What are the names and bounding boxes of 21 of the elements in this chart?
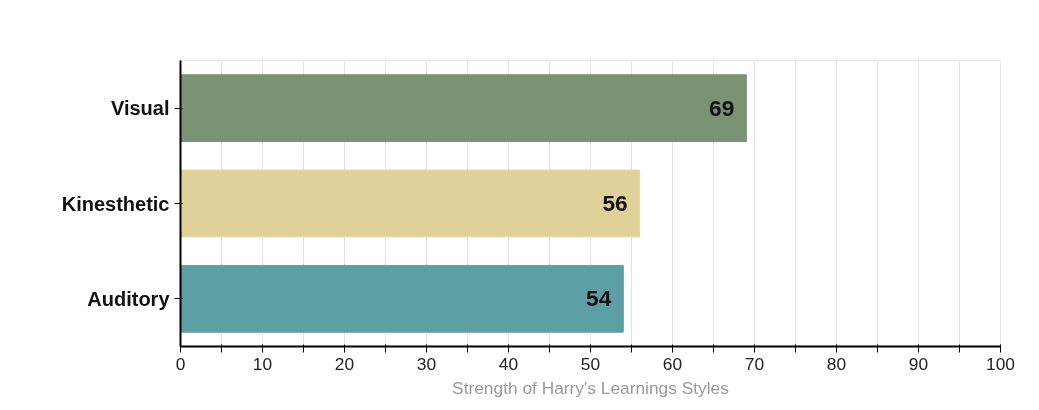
x-tick-label: 30 (416, 353, 437, 374)
x-tick-label: 50 (580, 353, 601, 374)
y-tick-label: Kinesthetic (61, 192, 170, 215)
x-tick-label: 10 (252, 353, 273, 374)
x-tick-label: 90 (908, 353, 929, 374)
x-tick-label: 60 (662, 353, 683, 374)
bar (180, 264, 624, 333)
bar (180, 169, 641, 238)
data-label: 54 (586, 285, 612, 312)
x-tick-label: 100 (986, 353, 1015, 374)
y-tick-label: Visual (110, 97, 170, 120)
x-tick-label: 40 (498, 353, 519, 374)
bar (180, 74, 747, 143)
x-tick-label: 0 (175, 353, 186, 374)
data-label: 56 (602, 190, 628, 216)
y-tick-label: Auditory (87, 287, 171, 310)
x-tick-label: 80 (826, 353, 847, 374)
x-tick-label: 20 (334, 353, 355, 374)
data-label: 69 (709, 94, 735, 121)
x-tick-label: 70 (744, 353, 765, 374)
x-axis-title: Strength of Harry's Learnings Styles (452, 377, 730, 398)
